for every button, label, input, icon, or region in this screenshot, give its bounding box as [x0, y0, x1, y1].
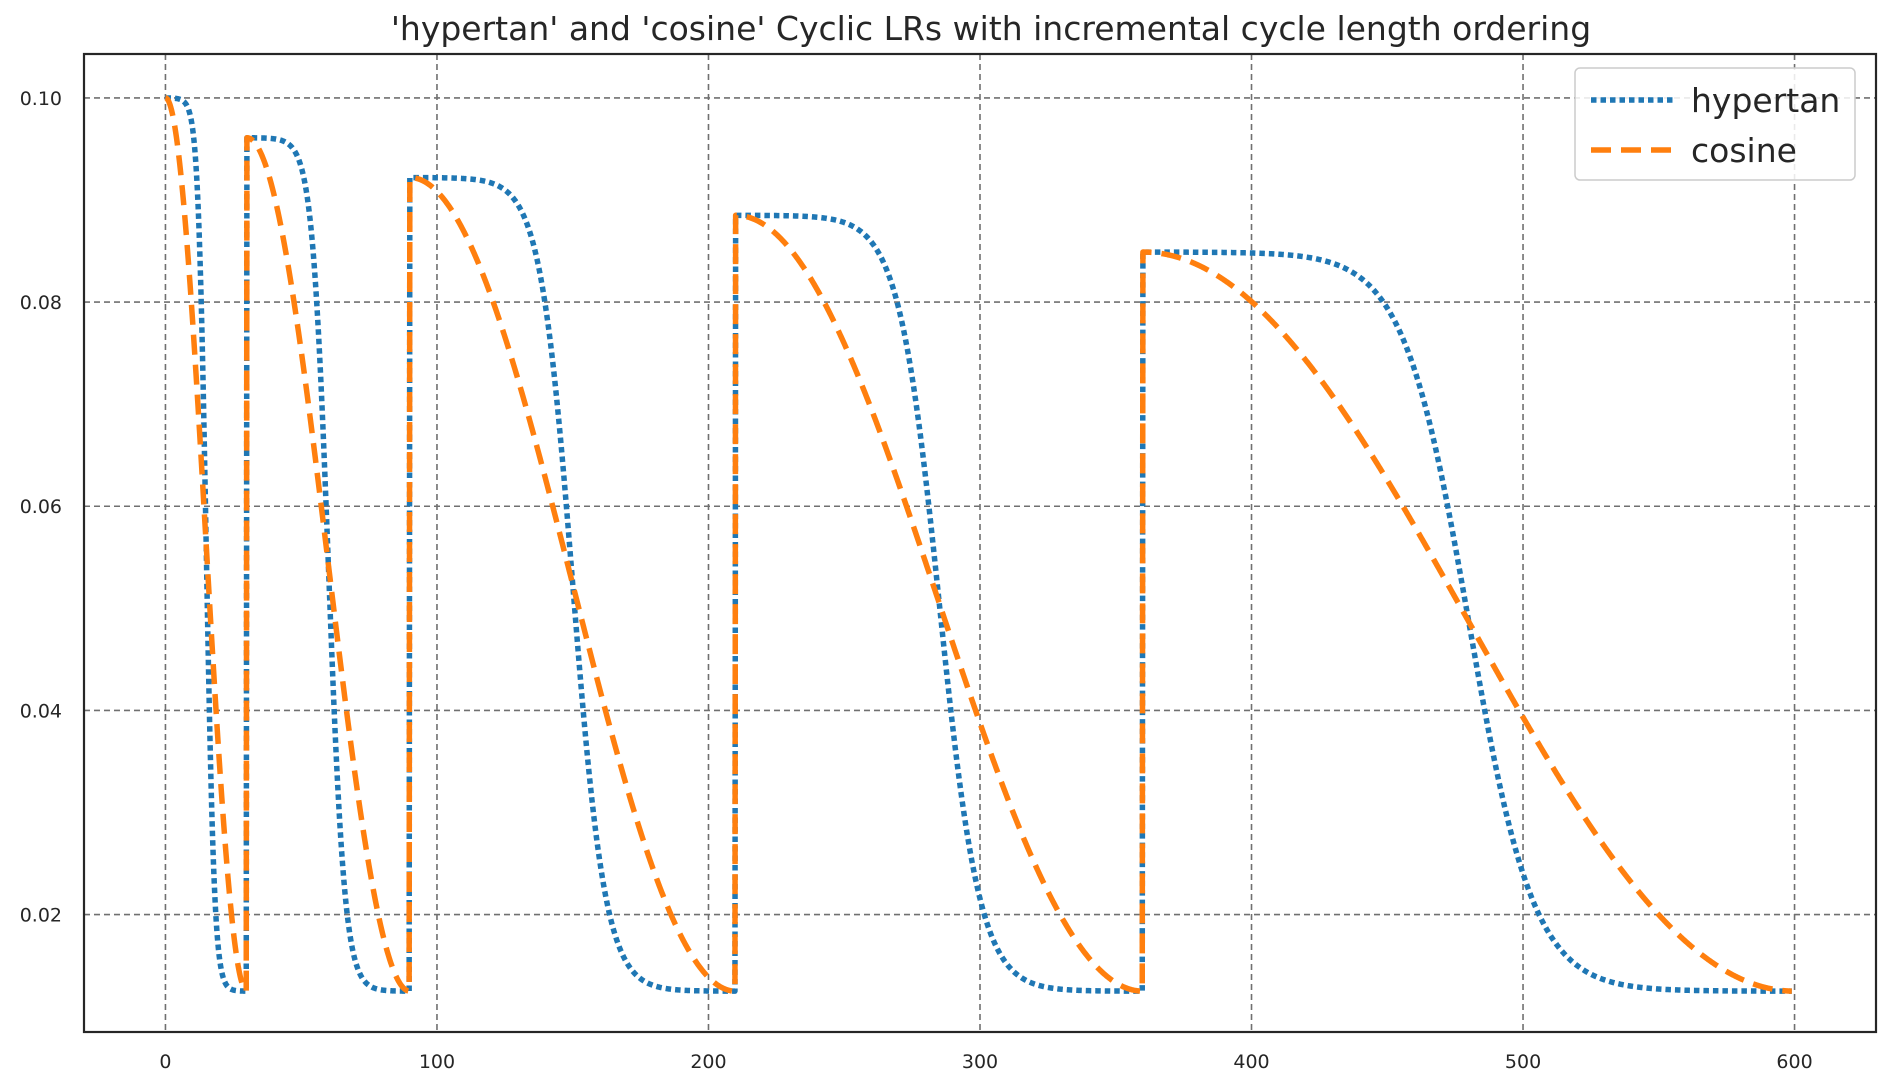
- series-line-cosine: [163, 95, 1794, 994]
- series-line-hypertan: [163, 95, 1794, 994]
- x-tick-label: 200: [690, 1051, 726, 1073]
- x-tick-label: 300: [962, 1051, 998, 1073]
- x-tick-label: 0: [159, 1051, 171, 1073]
- y-tick-label: 0.06: [20, 496, 62, 518]
- y-tick-label: 0.04: [20, 700, 62, 722]
- x-tick-label: 600: [1776, 1051, 1812, 1073]
- grid-lines: [84, 54, 1876, 1032]
- x-tick-label: 400: [1233, 1051, 1269, 1073]
- legend-label-cosine: cosine: [1691, 131, 1797, 170]
- y-tick-label: 0.02: [20, 905, 62, 927]
- x-tick-label: 100: [419, 1051, 455, 1073]
- legend-label-hypertan: hypertan: [1691, 81, 1840, 120]
- series-lines: [163, 95, 1794, 994]
- x-tick-label: 500: [1505, 1051, 1541, 1073]
- y-tick-label: 0.08: [20, 292, 62, 314]
- legend-box: [1574, 67, 1856, 181]
- axis-ticks: 0 100 200 300 400 500 600 0.02 0.04 0.06 0.08 0.10: [20, 88, 1813, 1073]
- plot-frame: [82, 52, 1878, 1034]
- legend: hypertan cosine: [1574, 67, 1856, 181]
- chart-title: 'hypertan' and 'cosine' Cyclic LRs with …: [391, 9, 1591, 48]
- y-tick-label: 0.10: [20, 88, 62, 110]
